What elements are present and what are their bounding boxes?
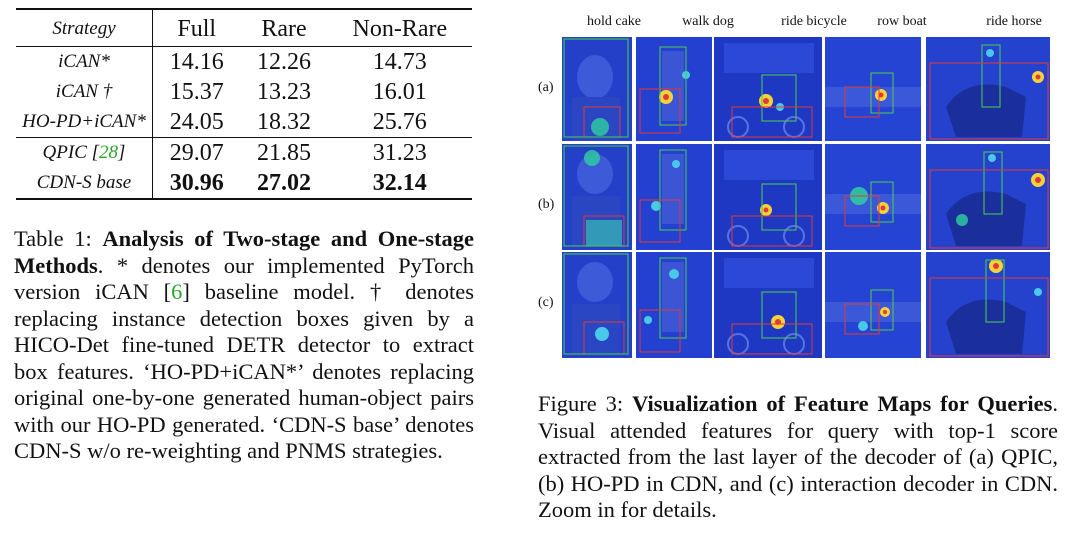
column-label: ride horse bbox=[986, 14, 1042, 29]
feature-map-image bbox=[825, 37, 921, 141]
feature-map-image bbox=[825, 144, 921, 250]
caption-label: Table 1: bbox=[14, 226, 92, 251]
row-label: (b) bbox=[538, 197, 555, 212]
figure-section: hold cake walk dog ride bicycle row boat… bbox=[524, 0, 1072, 543]
caption-label: Figure 3: bbox=[538, 391, 624, 416]
caption-text: ] baseline model. † denotes replacing in… bbox=[14, 279, 474, 463]
row-nonrare: 25.76 bbox=[372, 109, 427, 135]
header-nonrare: Non-Rare bbox=[327, 9, 472, 47]
header-full: Full bbox=[152, 9, 241, 47]
row-full: 29.07 bbox=[152, 137, 241, 168]
feature-map-image bbox=[636, 37, 712, 141]
row-full: 14.16 bbox=[169, 49, 224, 75]
row-rare: 12.26 bbox=[257, 49, 311, 75]
feature-map-image bbox=[636, 144, 712, 250]
table-row: HO-PD+iCAN* 24.05 18.32 25.76 bbox=[16, 107, 472, 138]
row-full: 15.37 bbox=[169, 79, 224, 105]
feature-map-image bbox=[636, 252, 712, 358]
table-row: iCAN † 15.37 13.23 16.01 bbox=[16, 77, 472, 107]
header-strategy: Strategy bbox=[16, 9, 153, 47]
feature-map-image bbox=[714, 144, 822, 250]
results-table: Strategy Full Rare Non-Rare iCAN* 14.16 … bbox=[16, 8, 472, 200]
feature-map-image bbox=[562, 37, 632, 141]
caption-title: Visualization of Feature Maps for Querie… bbox=[632, 391, 1053, 416]
strategy-suffix: ] bbox=[118, 142, 126, 163]
row-full: 24.05 bbox=[169, 109, 224, 135]
row-strategy: QPIC [28] bbox=[16, 137, 153, 168]
citation-link[interactable]: 6 bbox=[171, 279, 183, 304]
caption-text: . Visual attended features for query wit… bbox=[538, 391, 1058, 522]
caption-title: Analysis of Two-stage and One-stage Meth… bbox=[14, 226, 474, 278]
row-strategy: HO-PD+iCAN* bbox=[16, 107, 153, 138]
column-label: hold cake bbox=[586, 14, 642, 29]
row-rare: 13.23 bbox=[257, 79, 311, 105]
row-full: 30.96 bbox=[169, 170, 224, 196]
row-rare: 18.32 bbox=[257, 109, 311, 135]
table-section: Strategy Full Rare Non-Rare iCAN* 14.16 … bbox=[14, 8, 478, 465]
table-caption: Table 1: Analysis of Two-stage and One-s… bbox=[14, 226, 474, 465]
column-label: walk dog bbox=[682, 14, 734, 29]
feature-map-image bbox=[926, 37, 1050, 141]
row-nonrare: 14.73 bbox=[372, 49, 427, 75]
row-rare: 21.85 bbox=[240, 137, 328, 168]
row-nonrare: 16.01 bbox=[372, 79, 427, 105]
row-strategy: iCAN* bbox=[16, 46, 153, 77]
row-strategy: CDN-S base bbox=[16, 168, 153, 199]
table-header-row: Strategy Full Rare Non-Rare bbox=[16, 9, 472, 47]
column-label: row boat bbox=[877, 14, 927, 29]
figure-caption: Figure 3: Visualization of Feature Maps … bbox=[538, 391, 1058, 524]
row-strategy: iCAN † bbox=[16, 77, 153, 107]
feature-map-image bbox=[714, 252, 822, 358]
feature-map-image bbox=[562, 252, 632, 358]
row-nonrare: 32.14 bbox=[372, 170, 427, 196]
column-label: ride bicycle bbox=[781, 14, 847, 29]
row-label: (c) bbox=[538, 295, 554, 310]
row-rare: 27.02 bbox=[257, 170, 311, 196]
feature-map-image bbox=[714, 37, 822, 141]
strategy-prefix: QPIC [ bbox=[42, 142, 100, 163]
row-nonrare: 31.23 bbox=[327, 137, 472, 168]
feature-map-image bbox=[926, 252, 1050, 358]
feature-map-image bbox=[926, 144, 1050, 250]
feature-map-image bbox=[825, 252, 921, 358]
row-label: (a) bbox=[538, 80, 554, 95]
citation-link[interactable]: 28 bbox=[99, 142, 119, 163]
table-row: QPIC [28] 29.07 21.85 31.23 bbox=[16, 137, 472, 168]
table-row: CDN-S base 30.96 27.02 32.14 bbox=[16, 168, 472, 199]
header-rare: Rare bbox=[240, 9, 328, 47]
table-row: iCAN* 14.16 12.26 14.73 bbox=[16, 46, 472, 77]
caption-text: . * denotes our implemented PyTorch vers… bbox=[14, 252, 474, 305]
feature-map-image bbox=[562, 144, 632, 250]
